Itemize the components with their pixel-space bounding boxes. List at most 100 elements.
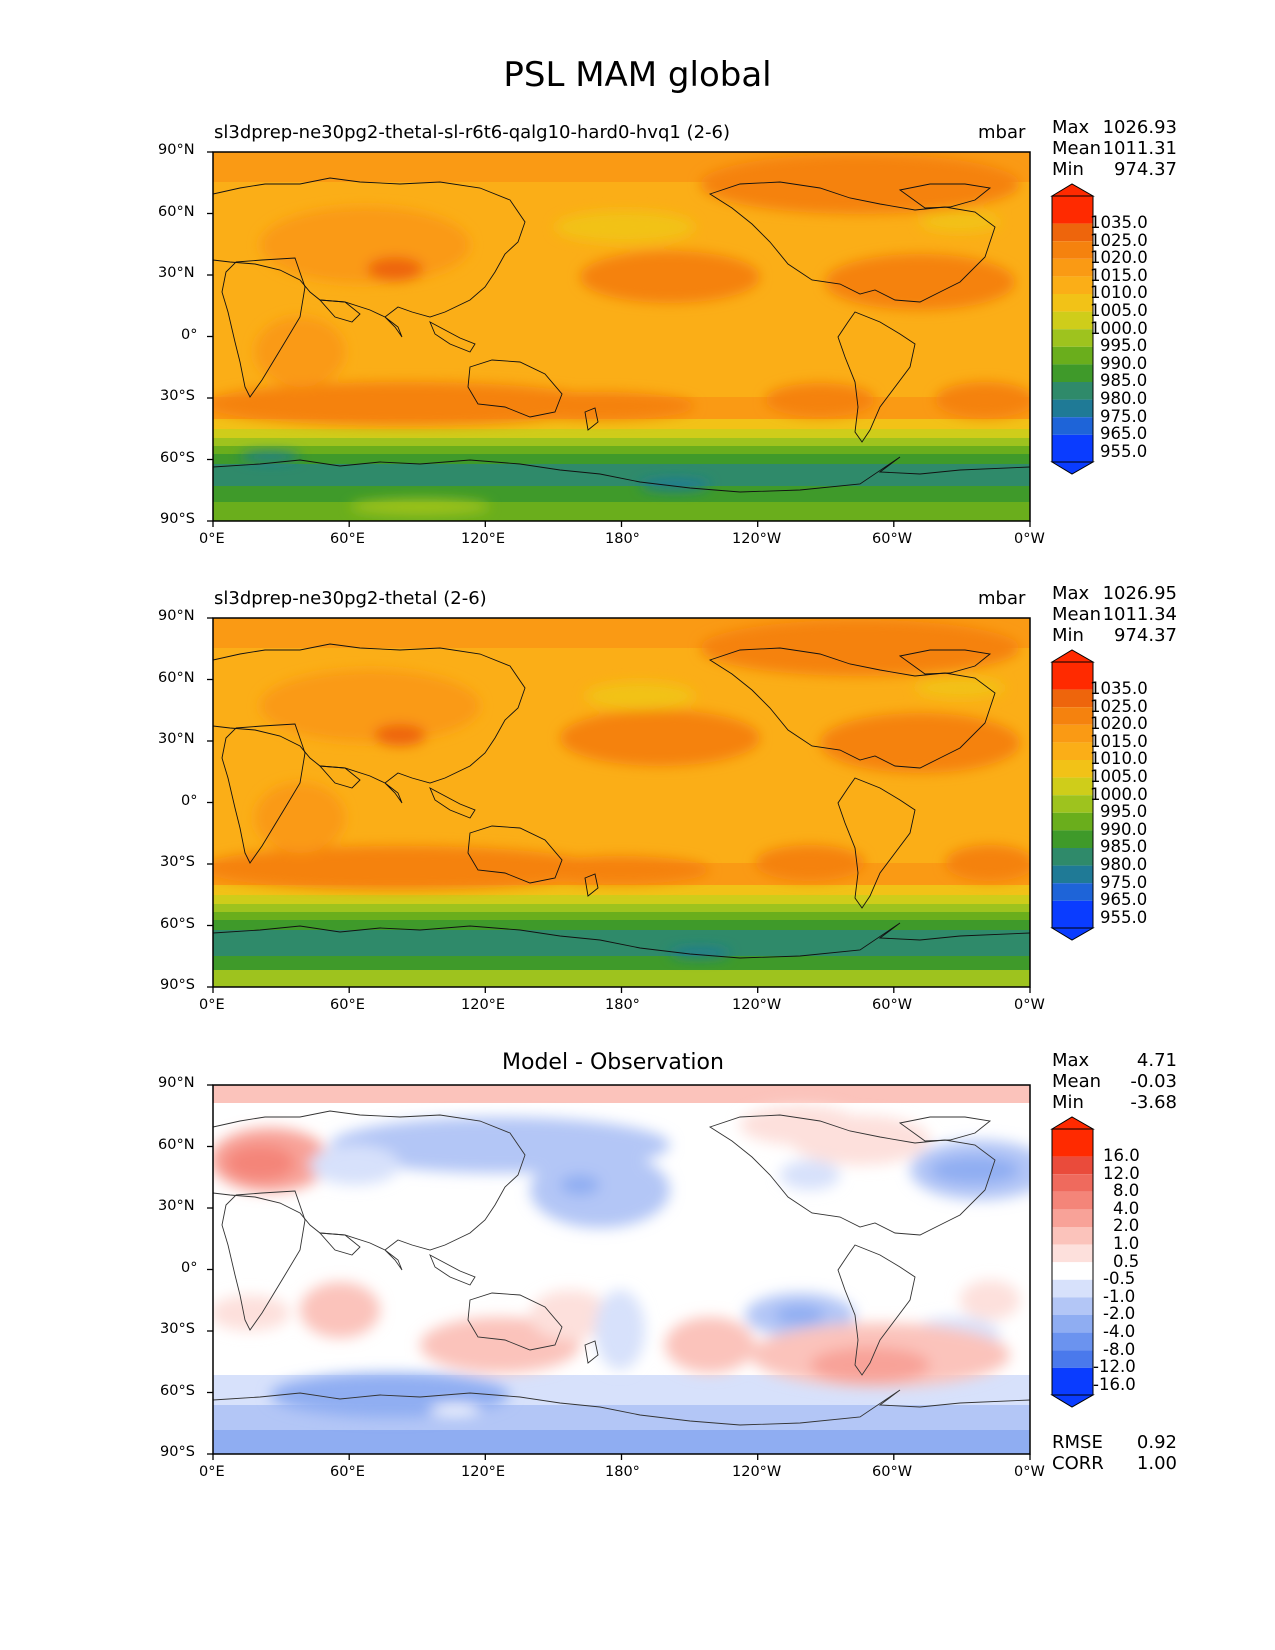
lat-tick-label: 0° — [181, 1259, 198, 1276]
map-svg — [207, 617, 1095, 993]
lat-tick-label: 30°S — [160, 854, 195, 870]
colorbar-label: 990.0 — [1100, 819, 1148, 839]
colorbar-label: 8.0 — [1113, 1181, 1140, 1201]
map-svg — [207, 1084, 1095, 1460]
stat-mean-value: -0.03 — [1130, 1071, 1177, 1092]
stat-max-label: Max — [1052, 117, 1090, 138]
axis-ticks — [207, 151, 1031, 527]
colorbar-label: 1000.0 — [1090, 318, 1148, 338]
colorbar-label: 975.0 — [1100, 872, 1148, 892]
colorbar — [1050, 183, 1095, 475]
lat-tick-label: 90°S — [160, 1444, 195, 1460]
colorbar-label: 1025.0 — [1090, 230, 1148, 250]
coastlines — [213, 177, 1030, 493]
lat-tick-label: 90°N — [158, 142, 195, 158]
lon-tick-label: 120°E — [461, 1464, 506, 1480]
colorbar-label: 4.0 — [1113, 1198, 1140, 1218]
lat-tick-label: 90°N — [158, 1075, 195, 1091]
lon-tick-label: 60°E — [330, 1464, 365, 1480]
corr-label: CORR — [1052, 1453, 1104, 1474]
panel-subtitle: sl3dprep-ne30pg2-thetal (2-6) — [214, 588, 487, 609]
lat-tick-label: 60°S — [160, 915, 195, 932]
stat-mean-value: 1011.34 — [1102, 604, 1177, 625]
lat-tick-label: 0° — [181, 326, 198, 343]
colorbar-label: 975.0 — [1100, 406, 1148, 426]
colorbar-label: 995.0 — [1100, 802, 1148, 822]
lon-tick-label: 60°E — [330, 997, 365, 1013]
colorbar-label: 1015.0 — [1090, 731, 1148, 751]
lon-tick-label: 0°W — [1014, 531, 1045, 547]
stat-max-value: 1026.95 — [1102, 583, 1177, 604]
colorbar-label: 1035.0 — [1090, 679, 1148, 698]
lat-tick-label: 60°S — [160, 449, 195, 466]
stat-mean-value: 1011.31 — [1102, 138, 1177, 159]
units-label: mbar — [978, 588, 1026, 609]
colorbar-label: 1020.0 — [1090, 714, 1148, 734]
panel-subtitle: sl3dprep-ne30pg2-thetal-sl-r6t6-qalg10-h… — [214, 122, 731, 143]
lat-tick-label: 90°S — [160, 511, 195, 527]
colorbar-label: 1015.0 — [1090, 265, 1148, 285]
lon-tick-label: 180° — [605, 531, 640, 547]
lon-tick-label: 0°E — [199, 1464, 225, 1480]
lon-tick-label: 180° — [605, 997, 640, 1013]
colorbar-label: -1.0 — [1103, 1286, 1136, 1306]
colorbar — [1050, 649, 1095, 941]
colorbar-label: 1005.0 — [1090, 767, 1148, 786]
stat-max-value: 4.71 — [1136, 1050, 1177, 1071]
colorbar-label: 1035.0 — [1090, 213, 1148, 232]
lon-tick-label: 60°W — [872, 1464, 913, 1480]
stat-mean-label: Mean — [1052, 1071, 1102, 1092]
lat-tick-label: 30°N — [158, 731, 195, 747]
panel-title: Model - Observation — [502, 1050, 724, 1075]
colorbar-label: 965.0 — [1100, 424, 1148, 444]
units-label: mbar — [978, 122, 1026, 143]
colorbar — [1050, 1116, 1095, 1408]
colorbar-label: 1020.0 — [1090, 248, 1148, 268]
figure-title: PSL MAM global — [503, 55, 772, 95]
colorbar-label: 1005.0 — [1090, 301, 1148, 320]
lat-tick-label: 60°N — [158, 669, 195, 686]
lon-tick-label: 0°E — [199, 997, 225, 1013]
colorbar-label: 2.0 — [1113, 1216, 1140, 1236]
difference-field — [213, 1085, 1030, 1454]
stat-min-label: Min — [1052, 1092, 1084, 1113]
rmse-value: 0.92 — [1136, 1432, 1177, 1453]
colorbar-label: 1000.0 — [1090, 784, 1148, 804]
stat-mean-label: Mean — [1052, 138, 1102, 159]
panel-test: sl3dprep-ne30pg2-thetal-sl-r6t6-qalg10-h… — [0, 112, 1275, 552]
rmse-label: RMSE — [1052, 1432, 1103, 1453]
lat-tick-label: 30°N — [158, 265, 195, 281]
lat-tick-label: 90°S — [160, 977, 195, 993]
lat-tick-label: 90°N — [158, 608, 195, 624]
corr-value: 1.00 — [1136, 1453, 1177, 1474]
colorbar-label: 1.0 — [1113, 1234, 1140, 1253]
colorbar-label: 965.0 — [1100, 890, 1148, 910]
colorbar-label: 16.0 — [1103, 1146, 1140, 1165]
stat-min-value: -3.68 — [1130, 1092, 1177, 1113]
lat-tick-label: 60°N — [158, 203, 195, 220]
colorbar-label: 980.0 — [1100, 389, 1148, 408]
colorbar-label: 1025.0 — [1090, 696, 1148, 716]
colorbar-label: 0.5 — [1113, 1251, 1140, 1271]
lon-tick-label: 120°E — [461, 531, 506, 547]
stat-min-value: 974.37 — [1114, 159, 1177, 180]
pressure-field — [213, 618, 1030, 987]
lon-tick-label: 180° — [605, 1464, 640, 1480]
lat-tick-label: 30°S — [160, 1321, 195, 1337]
colorbar-label: 980.0 — [1100, 855, 1148, 874]
lat-tick-label: 0° — [181, 792, 198, 809]
lon-tick-label: 0°W — [1014, 1464, 1045, 1480]
lat-tick-label: 60°S — [160, 1382, 195, 1399]
lon-tick-label: 60°W — [872, 531, 913, 547]
lat-tick-label: 30°N — [158, 1198, 195, 1214]
lon-tick-label: 120°W — [732, 1464, 782, 1480]
lon-tick-label: 0°E — [199, 531, 225, 547]
lon-tick-label: 120°E — [461, 997, 506, 1013]
colorbar-label: 985.0 — [1100, 837, 1148, 857]
colorbar-label: -4.0 — [1103, 1322, 1136, 1341]
panel-ref: sl3dprep-ne30pg2-thetal (2-6) mbar Max 1… — [0, 578, 1275, 1018]
colorbar-label: 1010.0 — [1090, 749, 1148, 769]
axis-ticks — [207, 617, 1031, 993]
coastlines — [213, 1110, 1030, 1426]
colorbar-label: 985.0 — [1100, 371, 1148, 391]
